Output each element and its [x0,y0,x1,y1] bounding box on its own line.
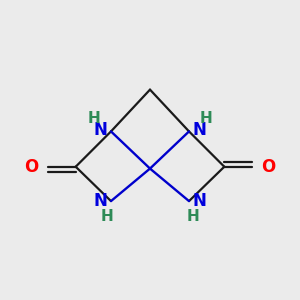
Text: O: O [24,158,38,176]
Text: H: H [88,111,100,126]
Text: H: H [186,209,199,224]
Text: O: O [262,158,276,176]
Text: N: N [193,122,207,140]
Text: H: H [101,209,114,224]
Text: N: N [93,122,107,140]
Text: N: N [93,192,107,210]
Text: N: N [193,192,207,210]
Text: H: H [200,111,212,126]
